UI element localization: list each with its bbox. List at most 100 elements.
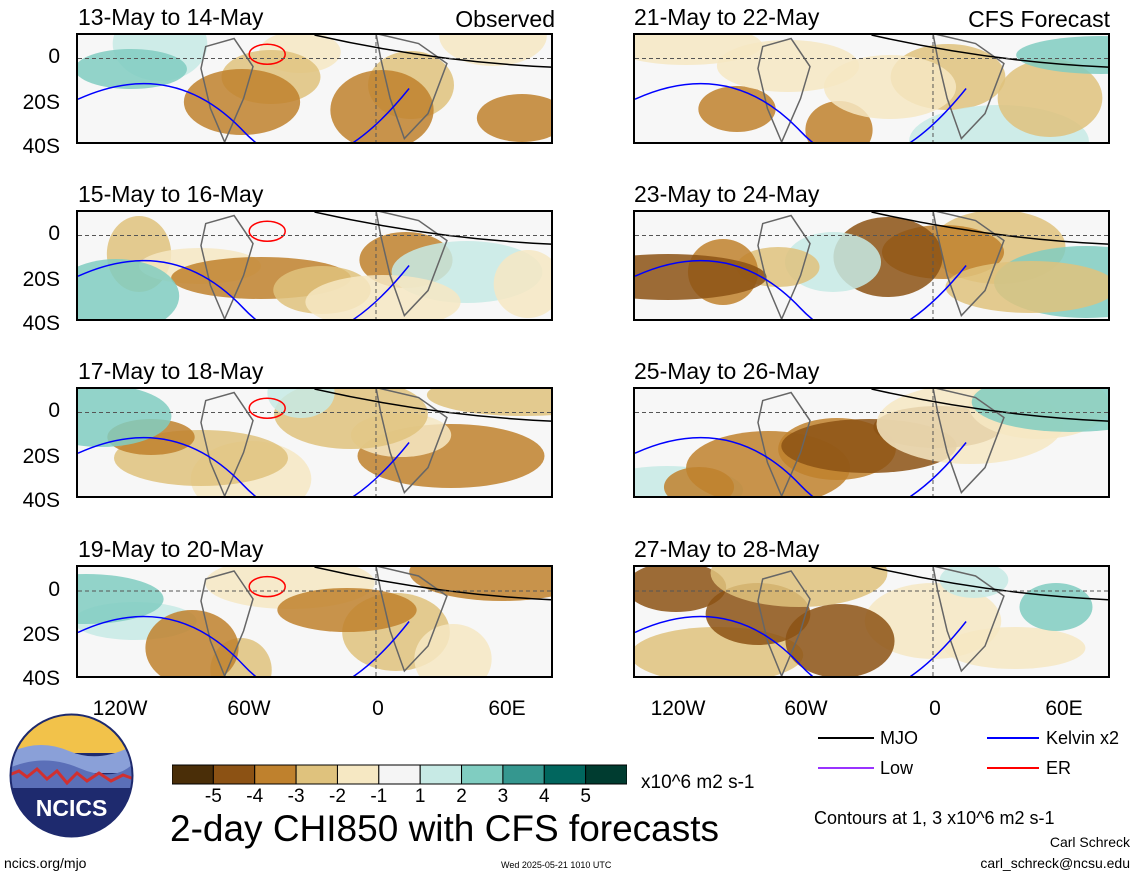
panel-title: 27-May to 28-May [634,536,820,562]
logo-text: NCICS [36,795,108,821]
legend-line-low [818,767,874,769]
shading-blob [78,389,172,447]
kelvin-contour [635,436,967,496]
x-tick-label: 0 [372,697,384,720]
mjo-contour [314,35,551,68]
africa-outline [375,567,448,673]
panel-title: 15-May to 16-May [78,181,264,207]
map-canvas [78,212,551,319]
x-tick-label: 60E [488,697,526,720]
mjo-contour [871,567,1108,601]
colorbar-tick-labels: -5 -4 -3 -2 -1 1 2 3 4 5 [172,786,627,810]
colorbar-swatch [502,764,545,785]
chi-map-panel [633,210,1110,321]
map-canvas [78,35,551,142]
south-america-outline [200,214,254,319]
africa-outline [932,567,1005,673]
shading-blob [78,49,187,89]
africa-outline [375,389,448,494]
colorbar-swatch [419,764,463,785]
map-canvas [78,567,551,676]
colorbar-swatch [461,764,504,785]
source-link[interactable]: ncics.org/mjo [4,855,87,871]
shading-blob [145,610,239,676]
kelvin-contour [635,615,967,676]
shading-blob [78,574,164,624]
ncics-logo: NCICS [9,713,134,838]
colorbar [172,764,627,785]
chi-map-panel [633,565,1110,678]
kelvin-contour [635,259,967,319]
er-contour [248,575,286,598]
colorbar-tick-label: -4 [246,786,264,807]
colorbar-swatch [172,764,214,785]
shading-blob [1016,36,1108,74]
legend-label-kelvin: Kelvin x2 [1046,728,1120,748]
colorbar-swatch [254,764,297,785]
south-america-outline [757,214,811,319]
panel-title: 17-May to 18-May [78,358,264,384]
y-tick-label: 0 [48,45,60,68]
chi-map-panel [76,387,553,498]
panel-title: 19-May to 20-May [78,536,264,562]
author-name: Carl Schreck [1049,834,1130,850]
legend-label-low: Low [880,758,914,778]
shading-blob [785,604,895,676]
shading-blob [710,567,888,607]
x-tick-label: 0 [929,697,941,720]
shading-blob [663,467,735,496]
colorbar-tick-label: -2 [329,786,346,807]
shading-blob [305,275,461,319]
south-america-outline [757,570,811,676]
africa-outline [932,35,1005,140]
er-contour [248,43,286,66]
colorbar-tick-label: -5 [204,786,222,807]
chi-map-panel [76,33,553,144]
colorbar-swatch [543,764,587,785]
south-america-outline [757,391,811,496]
shading-blob [493,250,551,318]
kelvin-contour [78,436,410,496]
shading-blob [939,567,1009,598]
y-tick-label: 40S [22,135,60,158]
y-tick-label: 0 [48,399,60,422]
observed-label: Observed [455,6,555,32]
shading-blob [330,70,434,142]
y-tick-label: 20S [22,445,60,468]
cfs-forecast-label: CFS Forecast [968,6,1110,32]
legend-label-mjo: MJO [880,728,918,748]
south-america-outline [757,37,811,142]
chi-map-panel [76,210,553,321]
colorbar-tick-label: -3 [287,786,305,807]
shading-blob [78,259,180,319]
map-canvas [635,389,1108,496]
legend-line-kelvin [987,737,1039,739]
shading-blob [439,35,547,66]
colorbar-swatch [212,764,256,785]
kelvin-contour [78,259,410,319]
south-america-outline [200,570,254,676]
x-tick-label: 60W [784,697,828,720]
author-email: carl_schreck@ncsu.edu [980,855,1130,871]
chi-map-panel [633,387,1110,498]
panel-title: 25-May to 26-May [634,358,820,384]
mjo-contour [314,212,551,245]
colorbar-tick-label: 2 [456,786,467,807]
mjo-contour [871,35,1108,68]
map-canvas [635,35,1108,142]
colorbar-tick-label: 1 [414,786,426,807]
colorbar-tick-label: 4 [538,786,550,807]
y-tick-label: 40S [22,489,60,512]
shading-blob [716,40,860,92]
panel-title: 23-May to 24-May [634,181,820,207]
shading-blob [635,567,727,612]
south-america-outline [200,391,254,496]
shading-blob [409,567,551,601]
shading-blob [1019,583,1093,631]
shading-blob [997,59,1103,137]
colorbar-swatch [336,764,380,785]
map-canvas [635,567,1108,676]
south-america-outline [200,37,254,142]
timestamp: Wed 2025-05-21 1010 UTC [501,860,612,870]
africa-outline [932,389,1005,494]
